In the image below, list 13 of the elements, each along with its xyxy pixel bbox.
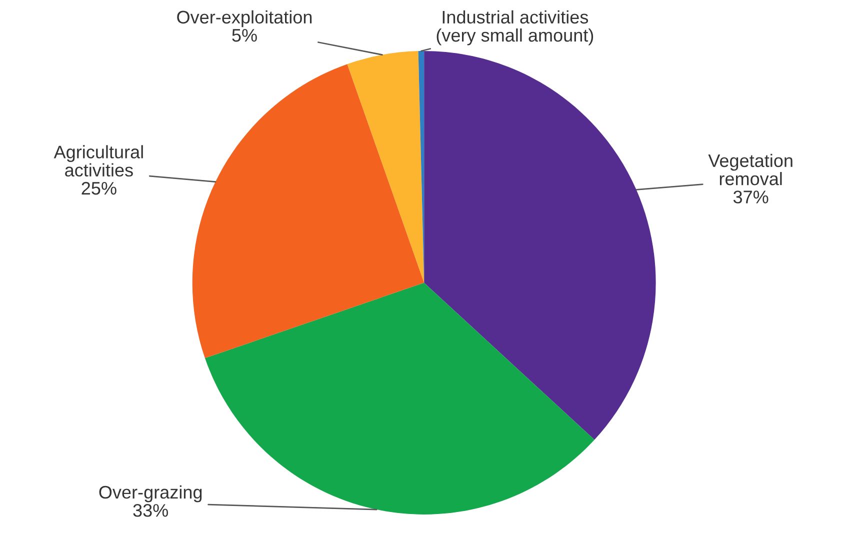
pie-slice bbox=[424, 50, 656, 440]
slice-label: Over-grazing bbox=[99, 485, 202, 502]
data-label: 5% bbox=[232, 29, 257, 42]
slice-label: Agricultural activities bbox=[54, 145, 143, 177]
slice-label: Industrial activities (very small amount) bbox=[436, 10, 594, 46]
data-label: 37% bbox=[733, 190, 768, 204]
pie-slice bbox=[347, 51, 424, 283]
pie-slice bbox=[192, 64, 424, 358]
slice-label: Vegetation removal bbox=[708, 154, 792, 186]
data-label: 33% bbox=[133, 504, 168, 517]
data-label: 25% bbox=[82, 182, 116, 195]
pie-slice bbox=[204, 282, 594, 514]
slice-label: Over-exploitation bbox=[177, 10, 312, 28]
